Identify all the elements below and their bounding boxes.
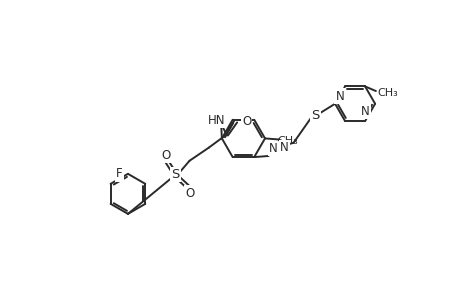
Text: N: N <box>335 89 344 103</box>
Text: CH₃: CH₃ <box>277 136 297 146</box>
Text: N: N <box>360 105 369 118</box>
Text: N: N <box>279 141 288 154</box>
Text: S: S <box>310 109 319 122</box>
Text: O: O <box>185 187 194 200</box>
Text: CH₃: CH₃ <box>377 88 397 98</box>
Text: S: S <box>171 168 179 181</box>
Text: N: N <box>269 142 277 155</box>
Text: O: O <box>241 115 251 128</box>
Text: HN: HN <box>207 114 225 127</box>
Text: O: O <box>162 149 171 162</box>
Text: F: F <box>116 167 122 180</box>
